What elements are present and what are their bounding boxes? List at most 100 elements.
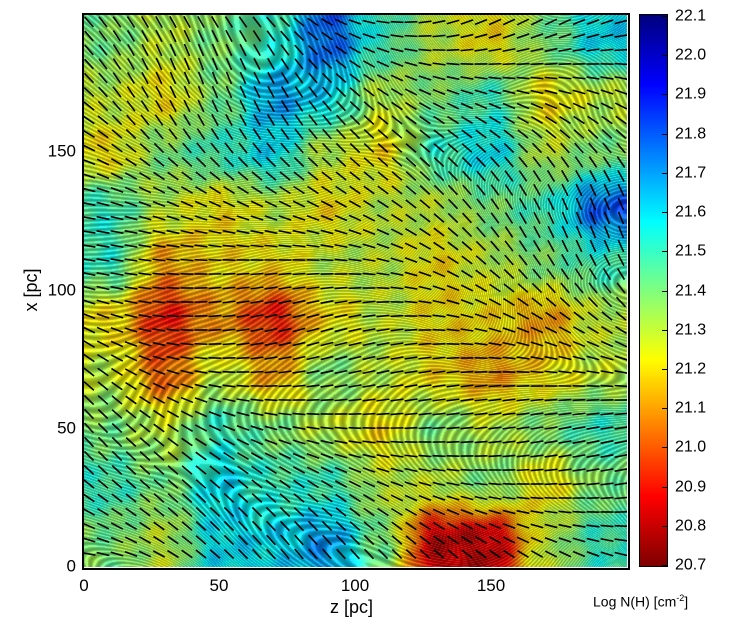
polarization-vector — [126, 114, 136, 126]
polarization-vector — [391, 535, 403, 545]
polarization-vector — [140, 114, 150, 126]
polarization-vector — [225, 43, 233, 57]
polarization-vector — [96, 201, 110, 207]
polarization-vector — [112, 100, 122, 112]
polarization-vector — [278, 466, 292, 474]
polarization-vector — [279, 493, 291, 503]
polarization-vector — [211, 43, 219, 57]
polarization-vector — [195, 479, 207, 489]
polarization-vector — [320, 286, 334, 290]
polarization-vector — [600, 524, 614, 528]
polarization-vector — [502, 327, 516, 333]
polarization-vector — [181, 535, 193, 545]
polarization-vector — [404, 20, 418, 24]
polarization-vector — [181, 437, 193, 447]
polarization-vector — [390, 342, 404, 346]
polarization-vector — [110, 215, 124, 221]
polarization-vector — [111, 436, 123, 448]
polarization-vector — [196, 128, 206, 140]
polarization-vector — [474, 398, 488, 402]
polarization-vector — [154, 128, 164, 140]
polarization-vector — [600, 468, 614, 472]
polarization-vector — [447, 212, 459, 224]
polarization-vector — [96, 340, 110, 348]
polarization-vector — [488, 496, 502, 500]
polarization-vector — [237, 156, 249, 168]
polarization-vector — [139, 171, 151, 181]
polarization-vector — [336, 548, 346, 560]
polarization-vector — [334, 214, 348, 222]
polarization-vector — [516, 509, 530, 515]
polarization-vector — [308, 86, 318, 98]
polarization-vector — [404, 286, 418, 290]
polarization-vector — [376, 257, 390, 263]
polarization-vector — [376, 342, 390, 346]
polarization-vector — [181, 171, 193, 181]
polarization-vector — [238, 16, 248, 28]
polarization-vector — [544, 510, 558, 514]
polarization-vector — [334, 453, 348, 459]
polarization-vector — [83, 201, 96, 207]
polarization-vector — [432, 522, 446, 530]
polarization-vector — [545, 115, 557, 125]
polarization-vector — [251, 520, 263, 532]
polarization-vector — [617, 239, 625, 253]
polarization-vector — [362, 314, 376, 318]
polarization-vector — [474, 284, 488, 292]
polarization-vector — [138, 550, 152, 558]
polarization-vector — [110, 354, 124, 362]
polarization-vector — [349, 157, 361, 167]
polarization-vector — [475, 156, 487, 168]
polarization-vector — [334, 258, 348, 262]
polarization-vector — [544, 482, 558, 486]
polarization-vector — [391, 101, 403, 111]
polarization-vector — [419, 227, 431, 237]
polarization-vector — [587, 325, 599, 335]
polarization-vector — [362, 467, 376, 473]
polarization-vector — [321, 520, 333, 532]
polarization-vector — [322, 128, 332, 140]
polarization-vector — [110, 272, 124, 276]
polarization-vector — [474, 102, 488, 110]
polarization-vector — [237, 548, 249, 560]
polarization-vector — [544, 89, 558, 95]
polarization-vector — [600, 355, 614, 361]
polarization-vector — [239, 99, 247, 113]
polarization-vector — [279, 171, 291, 181]
polarization-vector — [363, 521, 375, 531]
polarization-vector — [306, 327, 320, 333]
polarization-vector — [280, 72, 290, 84]
polarization-vector — [264, 286, 278, 290]
polarization-vector — [208, 244, 222, 248]
colorbar-tick-mark — [662, 290, 668, 292]
polarization-vector — [83, 130, 96, 138]
polarization-vector — [587, 296, 599, 308]
polarization-vector — [572, 340, 586, 348]
polarization-vector — [502, 536, 516, 544]
polarization-vector — [265, 506, 277, 518]
polarization-vector — [433, 143, 445, 153]
polarization-vector — [167, 142, 179, 154]
polarization-vector — [503, 297, 515, 307]
polarization-vector — [293, 479, 305, 489]
polarization-vector — [545, 297, 557, 307]
polarization-vector — [124, 215, 138, 221]
polarization-vector — [127, 43, 135, 57]
polarization-vector — [530, 76, 544, 80]
polarization-vector — [601, 325, 613, 335]
polarization-vector — [572, 326, 586, 334]
polarization-vector — [530, 33, 544, 39]
polarization-vector — [419, 115, 431, 125]
polarization-vector — [264, 370, 278, 374]
polarization-vector — [446, 48, 460, 52]
polarization-vector — [504, 184, 514, 196]
polarization-vector — [180, 328, 194, 332]
polarization-vector — [306, 384, 320, 388]
polarization-vector — [335, 142, 347, 154]
polarization-vector — [446, 468, 460, 472]
polarization-vector — [376, 286, 390, 290]
polarization-vector — [376, 467, 390, 473]
polarization-vector — [502, 102, 516, 110]
polarization-vector — [530, 496, 544, 500]
polarization-vector — [152, 200, 166, 208]
